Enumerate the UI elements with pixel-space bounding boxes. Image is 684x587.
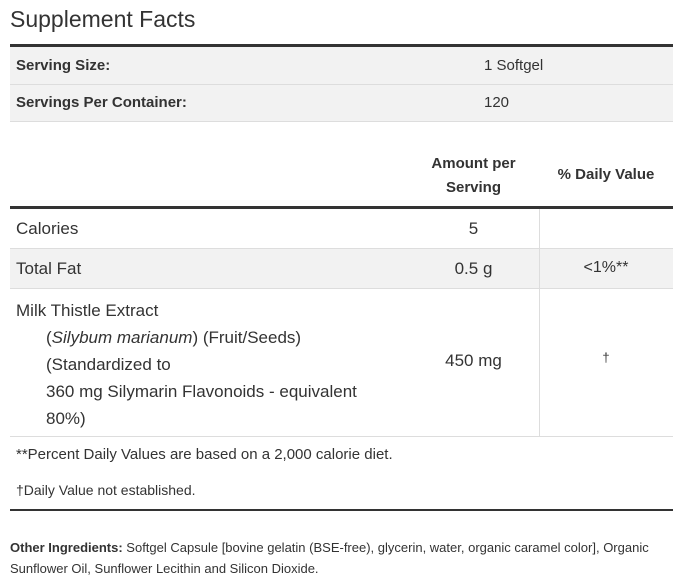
nutrient-name: Calories bbox=[16, 219, 79, 238]
label: Serving Size: bbox=[16, 57, 111, 74]
header-line: Amount per bbox=[431, 155, 516, 172]
footnote: **Percent Daily Values are based on a 2,… bbox=[16, 446, 393, 463]
amount: 0.5 g bbox=[454, 259, 493, 278]
text: ( bbox=[46, 328, 52, 347]
title: Supplement Facts bbox=[10, 6, 196, 32]
value: 120 bbox=[484, 94, 510, 111]
serving-row: Servings Per Container: 120 bbox=[10, 85, 673, 122]
divider bbox=[539, 209, 540, 437]
serving-row: Serving Size: 1 Softgel bbox=[10, 47, 673, 85]
detail: (Silybum marianum) (Fruit/Seeds) bbox=[16, 324, 406, 351]
rule bbox=[10, 509, 673, 511]
rule bbox=[10, 44, 673, 47]
nutrient-row: Calories 5 bbox=[10, 209, 673, 249]
nutrient-name: Total Fat bbox=[16, 259, 82, 278]
text: Softgel Capsule [bovine gelatin (BSE-fre… bbox=[10, 540, 649, 576]
label: Servings Per Container: bbox=[16, 94, 187, 111]
amount: 5 bbox=[468, 219, 479, 238]
other-ingredients: Other Ingredients: Softgel Capsule [bovi… bbox=[10, 537, 674, 579]
daily-value: <1%** bbox=[583, 259, 629, 276]
footnote: †Daily Value not established. bbox=[16, 482, 196, 498]
dv-header: % Daily Value bbox=[557, 166, 655, 183]
value: 1 Softgel bbox=[484, 57, 544, 74]
rule bbox=[10, 206, 673, 209]
label: Other Ingredients: bbox=[10, 540, 123, 555]
detail: (Standardized to bbox=[46, 355, 171, 374]
detail: 360 mg Silymarin Flavonoids - equivalent… bbox=[46, 382, 357, 428]
ingredient-text: Milk Thistle Extract (Silybum marianum) … bbox=[16, 297, 406, 432]
amount-header: Amount per Serving bbox=[408, 152, 539, 200]
nutrient-row: Milk Thistle Extract (Silybum marianum) … bbox=[10, 289, 673, 437]
latin-name: Silybum marianum bbox=[51, 328, 193, 347]
nutrient-row: Total Fat 0.5 g <1%** bbox=[10, 249, 673, 289]
daily-value: † bbox=[602, 350, 610, 365]
header-line: Serving bbox=[445, 179, 502, 196]
text: ) (Fruit/Seeds) bbox=[192, 328, 302, 347]
nutrient-name: Milk Thistle Extract bbox=[16, 301, 159, 320]
amount: 450 mg bbox=[445, 351, 502, 370]
